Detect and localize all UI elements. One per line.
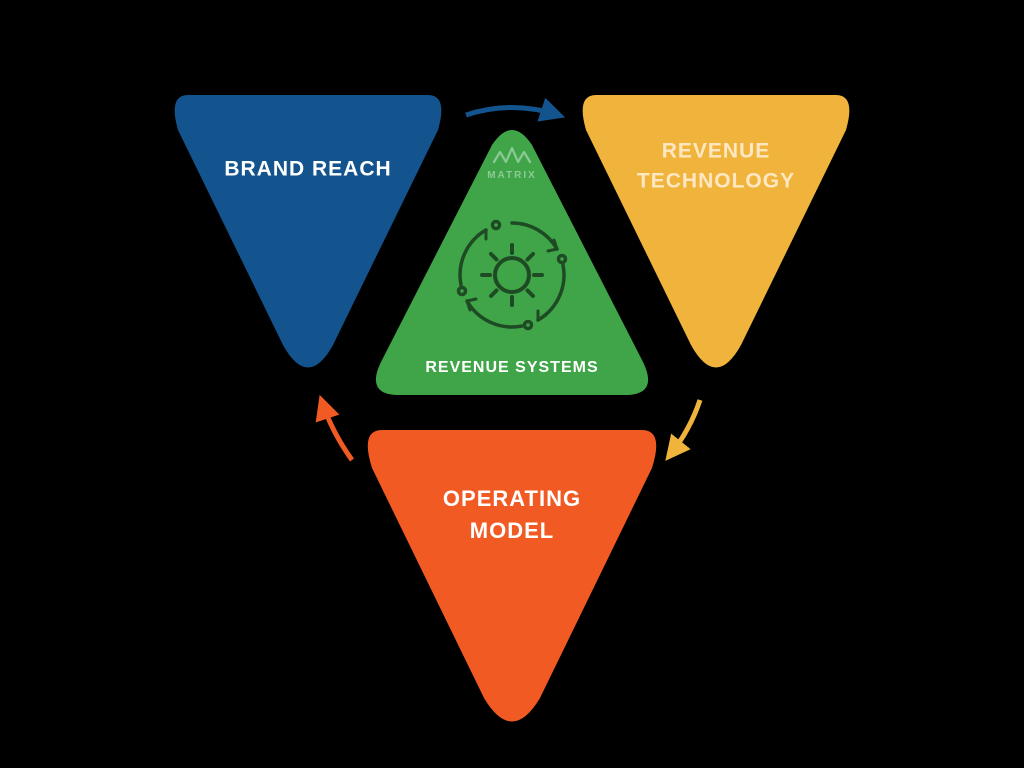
arrow-yellow	[670, 400, 700, 455]
label-brand-reach: BRAND REACH	[224, 158, 391, 181]
label-revenue-technology-2: TECHNOLOGY	[637, 170, 795, 193]
label-revenue-systems: REVENUE SYSTEMS	[425, 359, 598, 376]
label-operating-model-1: OPERATING	[443, 486, 581, 511]
arrow-orange	[322, 402, 352, 460]
shape-operating-model	[368, 430, 656, 722]
label-revenue-technology-1: REVENUE	[662, 140, 771, 163]
diagram-svg: BRAND REACH REVENUE TECHNOLOGY OPERATING…	[0, 0, 1024, 768]
diagram-stage: BRAND REACH REVENUE TECHNOLOGY OPERATING…	[0, 0, 1024, 768]
arrow-blue	[466, 108, 558, 116]
label-operating-model-2: MODEL	[470, 518, 554, 543]
matrix-logo-text: MATRIX	[487, 170, 537, 181]
node-operating-model: OPERATING MODEL	[368, 430, 656, 722]
